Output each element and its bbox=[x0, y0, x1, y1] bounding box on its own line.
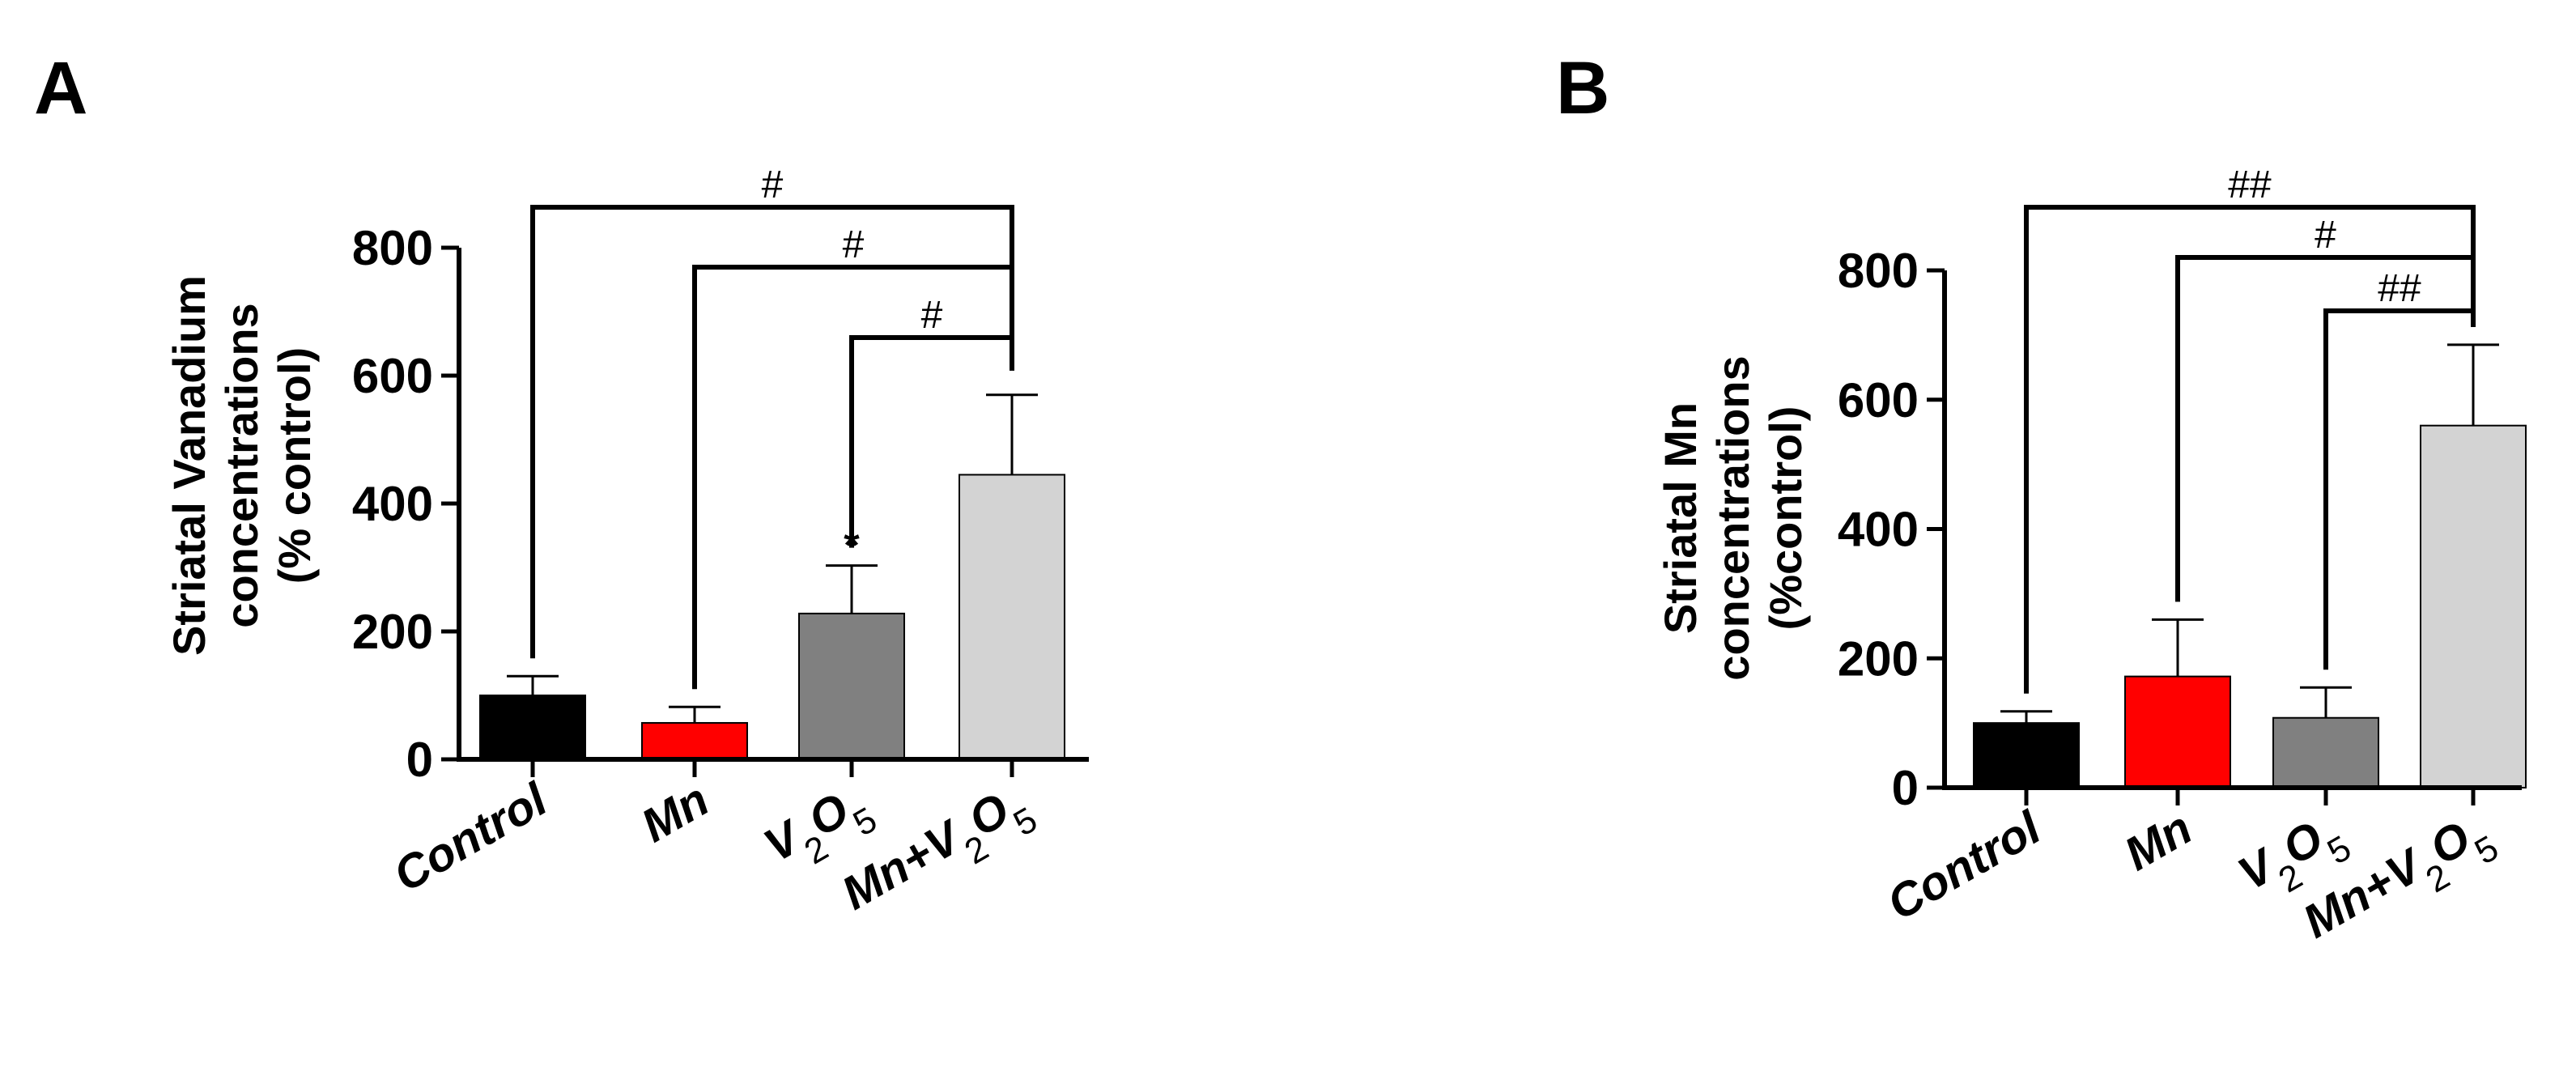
b-ytick-label-2: 400 bbox=[1838, 503, 1919, 557]
a-sig-label-1: # bbox=[843, 223, 865, 266]
a-ytick-label-1: 200 bbox=[352, 605, 433, 659]
b-bar-0 bbox=[1973, 722, 2080, 788]
b-ytick-label-0: 0 bbox=[1892, 761, 1919, 815]
b-sig-label-2: ## bbox=[2378, 267, 2421, 310]
b-sig-bracket-1 bbox=[2175, 255, 2476, 602]
panel-letter-a: A bbox=[34, 47, 87, 130]
b-sig-label-1: # bbox=[2315, 214, 2336, 257]
b-sig-label-0: ## bbox=[2228, 164, 2272, 206]
a-sig-bracket-2 bbox=[849, 335, 1014, 548]
a-bar-2 bbox=[798, 612, 905, 760]
a-bar-1 bbox=[641, 721, 748, 760]
a-sig-label-2: # bbox=[921, 294, 943, 337]
b-ytick-label-3: 600 bbox=[1838, 373, 1919, 427]
b-bar-1 bbox=[2124, 675, 2231, 788]
a-xtick-label-0: Control bbox=[385, 772, 557, 902]
b-xtick-label-3: Mn+V2O5 bbox=[2294, 801, 2505, 963]
b-ytick-label-4: 800 bbox=[1838, 244, 1919, 298]
a-ylabel-line-1: concentrations bbox=[216, 303, 267, 627]
b-bar-2 bbox=[2272, 716, 2379, 788]
b-ylabel-line-1: concentrations bbox=[1707, 355, 1758, 680]
b-ylabel-line-0: Striatal Mn bbox=[1655, 402, 1706, 634]
b-ylabel-line-2: (%control) bbox=[1760, 406, 1811, 631]
a-ytick-label-3: 600 bbox=[352, 349, 433, 403]
a-ylabel-line-0: Striatal Vanadium bbox=[164, 275, 215, 656]
a-xtick-label-1: Mn bbox=[632, 773, 717, 852]
a-sig-label-0: # bbox=[762, 164, 784, 206]
b-sig-bracket-2 bbox=[2323, 308, 2476, 670]
a-bar-0 bbox=[479, 695, 586, 760]
a-ytick-label-4: 800 bbox=[352, 221, 433, 275]
a-bar-3 bbox=[959, 474, 1065, 760]
a-sig-bracket-0 bbox=[530, 205, 1014, 659]
a-ytick-label-0: 0 bbox=[406, 733, 433, 787]
a-xtick-label-3: Mn+V2O5 bbox=[833, 773, 1044, 935]
panel-letter-b: B bbox=[1556, 47, 1609, 130]
b-bar-3 bbox=[2420, 424, 2527, 788]
a-annotation-0: * bbox=[844, 523, 860, 568]
panel-a: A Striatal Vanadium concentrations (% cont… bbox=[34, 47, 1089, 935]
a-ytick-label-2: 400 bbox=[352, 477, 433, 531]
b-xtick-label-1: Mn bbox=[2115, 801, 2200, 881]
panel-b: B Striatal Mn concentrations (%control) 0 20… bbox=[1556, 47, 2527, 963]
a-ylabel-line-2: (% control) bbox=[269, 347, 320, 584]
b-xtick-label-0: Control bbox=[1878, 801, 2051, 930]
a-sig-bracket-1 bbox=[692, 265, 1014, 690]
b-ytick-label-1: 200 bbox=[1838, 631, 1919, 686]
